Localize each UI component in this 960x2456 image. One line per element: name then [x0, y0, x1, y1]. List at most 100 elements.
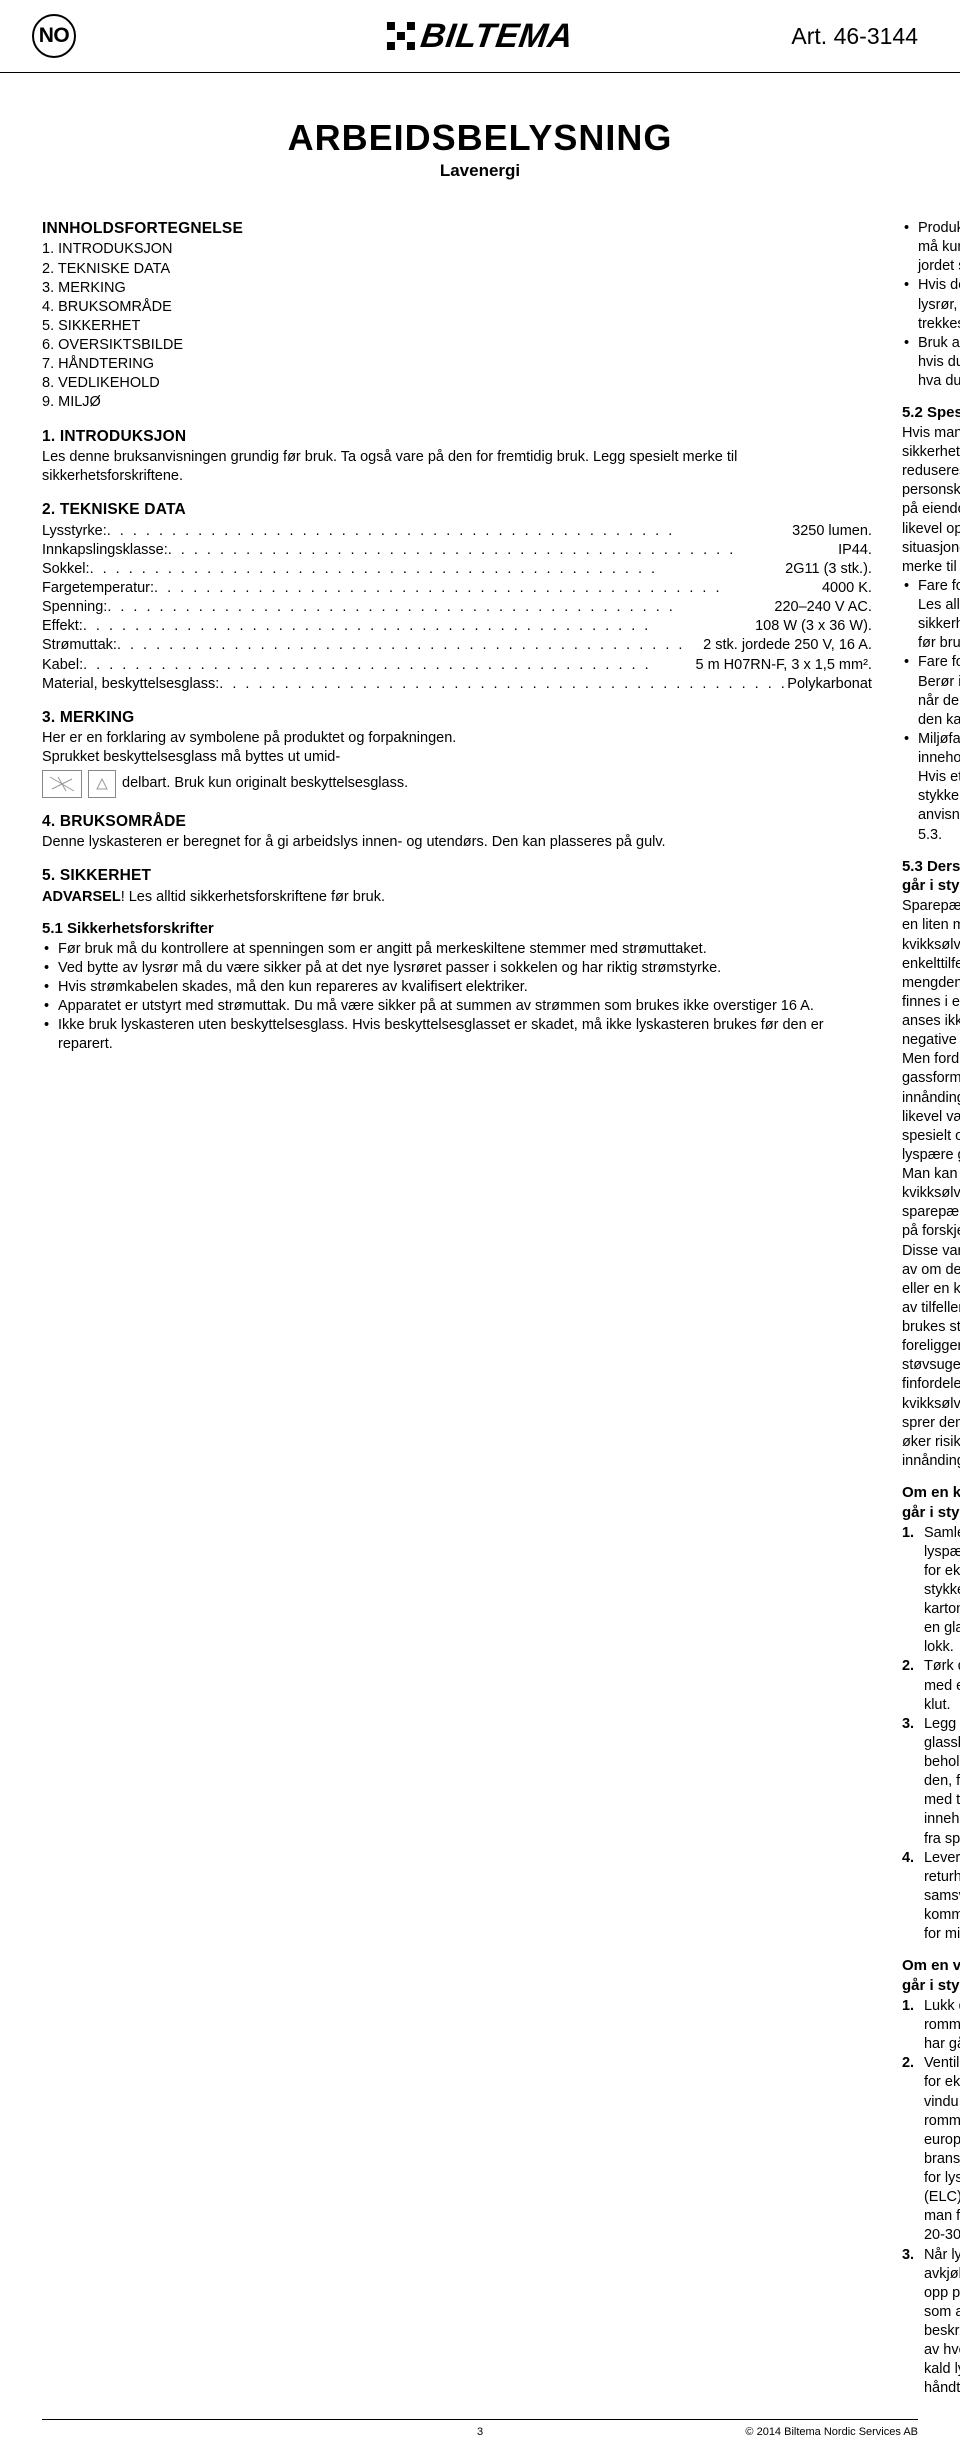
warm-steps: Lukk dørene til rommet der lyspæren har … [902, 1997, 960, 2399]
article-number: Art. 46-3144 [791, 23, 918, 50]
brand-checker-icon [387, 22, 415, 50]
toc-item: MILJØ [42, 393, 872, 412]
right-column: Produktets strømkabel må kun kobles til … [902, 219, 960, 2399]
section-5-2-heading: 5.2 Spesielle risikoer [902, 403, 960, 423]
section-5-heading: 5. SIKKERHET [42, 866, 872, 886]
spec-value: 108 W (3 x 36 W). [755, 617, 872, 636]
warm-heading: Om en varm lyspære går i stykker [902, 1956, 960, 1996]
spec-value: 3250 lumen. [792, 522, 872, 541]
cold-step: Tørk deretter gulvet med en liten, fukti… [924, 1657, 960, 1714]
spec-value: 2 stk. jordede 250 V, 16 A. [703, 636, 872, 655]
spec-dots [83, 617, 755, 636]
spec-row: Material, beskyttelsesglass:Polykarbonat [42, 675, 872, 694]
toc-heading: INNHOLDSFORTEGNELSE [42, 219, 872, 239]
spec-row: Sokkel: 2G11 (3 stk.). [42, 560, 872, 579]
section-4-body: Denne lyskasteren er beregnet for å gi a… [42, 833, 872, 852]
risk-list: Fare for elektrisk støt. Les alltid sikk… [902, 577, 960, 845]
page-header: NO BILTEMA Art. 46-3144 [0, 0, 960, 73]
warm-step: Ventiler rommet ved å for eksempel åpne … [924, 2054, 960, 2245]
spec-value: 220–240 V AC. [774, 598, 872, 617]
safety-item: Bruk alltid en fagmann hvis du er usikke… [918, 334, 960, 391]
safety-item: Hvis strømkabelen skades, må den kun rep… [58, 978, 872, 997]
spec-label: Lysstyrke: [42, 522, 107, 541]
spec-row: Innkapslingsklasse: IP44. [42, 541, 872, 560]
spec-dots [219, 675, 787, 694]
page-title: ARBEIDSBELYSNING [0, 117, 960, 159]
spec-value: 5 m H07RN-F, 3 x 1,5 mm². [695, 656, 871, 675]
spec-label: Innkapslingsklasse: [42, 541, 168, 560]
risk-item: Fare for elektrisk støt. Les alltid sikk… [918, 577, 960, 654]
spec-label: Fargetemperatur: [42, 579, 154, 598]
page-number: 3 [477, 2426, 483, 2438]
section-1-heading: 1. INTRODUKSJON [42, 427, 872, 447]
section-5-3-heading: 5.3 Dersom en lyspære går i stykker [902, 857, 960, 897]
spec-label: Strømuttak: [42, 636, 117, 655]
spec-table: Lysstyrke: 3250 lumen. Innkapslingsklasse… [42, 522, 872, 694]
spec-dots [107, 522, 792, 541]
cold-heading: Om en kald lyspære går i stykker [902, 1483, 960, 1523]
spec-label: Spenning: [42, 598, 107, 617]
brand-logo: BILTEMA [387, 17, 573, 56]
cold-step: Samle opp lyspærerestene med for eksempe… [924, 1524, 960, 1658]
section-3-body-2a: Sprukket beskyttelsesglass må byttes ut … [42, 748, 872, 767]
toc-item: VEDLIKEHOLD [42, 374, 872, 393]
safety-list: Før bruk må du kontrollere at spenningen… [42, 940, 872, 1055]
section-3-body-2b: delbart. Bruk kun originalt beskyttelses… [122, 774, 408, 793]
toc-item: SIKKERHET [42, 317, 872, 336]
spec-row: Spenning: 220–240 V AC. [42, 598, 872, 617]
spec-row: Fargetemperatur: 4000 K. [42, 579, 872, 598]
safety-item: Ikke bruk lyskasteren uten beskyttelsesg… [58, 1016, 872, 1054]
toc-list: INTRODUKSJON TEKNISKE DATA MERKING BRUKS… [42, 240, 872, 412]
spec-label: Kabel: [42, 656, 83, 675]
section-2-heading: 2. TEKNISKE DATA [42, 500, 872, 520]
spec-dots [168, 541, 838, 560]
toc-item: OVERSIKTSBILDE [42, 336, 872, 355]
spec-dots [117, 636, 703, 655]
section-1-body: Les denne bruksanvisningen grundig før b… [42, 448, 872, 486]
title-block: ARBEIDSBELYSNING Lavenergi [0, 73, 960, 209]
section-5-1-heading: 5.1 Sikkerhetsforskrifter [42, 919, 872, 939]
section-5-2-intro: Hvis man følger sikkerhetsforskriftene, … [902, 424, 960, 577]
warning-label: ADVARSEL [42, 889, 121, 905]
warning-text: ! Les alltid sikkerhetsforskriftene før … [121, 889, 385, 905]
spec-value: IP44. [838, 541, 872, 560]
language-badge: NO [32, 14, 76, 58]
spec-row: Lysstyrke: 3250 lumen. [42, 522, 872, 541]
spec-dots [90, 560, 786, 579]
content-columns: INNHOLDSFORTEGNELSE INTRODUKSJON TEKNISK… [0, 209, 960, 2419]
lamp-icon [88, 770, 116, 798]
spec-value: 2G11 (3 stk.). [785, 560, 872, 579]
copyright-text: © 2014 Biltema Nordic Services AB [745, 2426, 918, 2438]
cold-step: Legg også kluten i glassbeholderen. Lukk… [924, 1715, 960, 1849]
section-3-body-1: Her er en forklaring av symbolene på pro… [42, 729, 872, 748]
toc-item: TEKNISKE DATA [42, 260, 872, 279]
warm-step: Lukk dørene til rommet der lyspæren har … [924, 1997, 960, 2054]
risk-item: Miljøfare. Alle lysrør inneholder kvikks… [918, 730, 960, 845]
section-5-warning: ADVARSEL! Les alltid sikkerhetsforskrift… [42, 888, 872, 907]
toc-item: INTRODUKSJON [42, 240, 872, 259]
section-5-3-p1: Sparepæren inneholder en liten mengde kv… [902, 897, 960, 1165]
risk-item: Fare for brannskade. Berør ikke lyspæren… [918, 653, 960, 730]
section-3-heading: 3. MERKING [42, 708, 872, 728]
brand-name: BILTEMA [418, 17, 576, 56]
broken-glass-icon [42, 770, 82, 798]
cold-steps: Samle opp lyspærerestene med for eksempe… [902, 1524, 960, 1945]
cold-step: Lever beholderen til returhåndtering i s… [924, 1849, 960, 1945]
spec-row: Strømuttak: 2 stk. jordede 250 V, 16 A. [42, 636, 872, 655]
page: NO BILTEMA Art. 46-3144 ARBEIDSBELYSNING… [0, 0, 960, 2456]
toc-item: BRUKSOMRÅDE [42, 298, 872, 317]
safety-item: Produktets strømkabel må kun kobles til … [918, 219, 960, 276]
safety-list-cont: Produktets strømkabel må kun kobles til … [902, 219, 960, 391]
safety-item: Hvis det må byttes et lysrør, må støpsel… [918, 276, 960, 333]
toc-item: MERKING [42, 279, 872, 298]
spec-label: Effekt: [42, 617, 83, 636]
spec-value: 4000 K. [822, 579, 872, 598]
spec-dots [83, 656, 695, 675]
spec-value: Polykarbonat [787, 675, 872, 694]
page-footer: 3 © 2014 Biltema Nordic Services AB [42, 2419, 918, 2456]
section-5-3-p2: Man kan unngå at kvikksølv fra en knust … [902, 1165, 960, 1471]
spec-dots [107, 598, 774, 617]
page-subtitle: Lavenergi [0, 161, 960, 181]
spec-label: Sokkel: [42, 560, 90, 579]
spec-row: Kabel: 5 m H07RN-F, 3 x 1,5 mm². [42, 656, 872, 675]
